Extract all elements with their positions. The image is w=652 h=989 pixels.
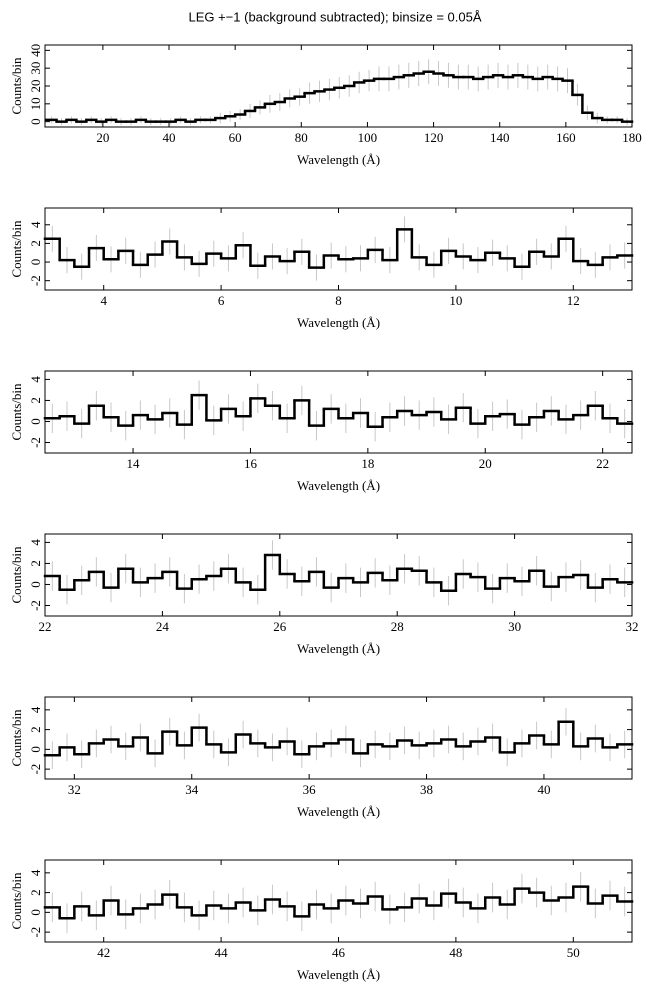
y-tick-label: -2 (28, 275, 43, 286)
y-tick-label: -2 (28, 437, 43, 448)
x-tick-label: 6 (218, 293, 225, 308)
y-axis-label: Counts/bin (9, 57, 24, 115)
x-tick-label: 4 (100, 293, 107, 308)
x-axis-label: Wavelength (Å) (297, 804, 380, 819)
x-tick-label: 8 (335, 293, 342, 308)
x-tick-label: 10 (449, 293, 462, 308)
x-tick-label: 180 (622, 130, 642, 145)
y-tick-label: 40 (28, 44, 43, 57)
y-tick-label: 2 (28, 240, 43, 247)
y-tick-label: 4 (28, 539, 43, 546)
y-tick-label: 0 (28, 418, 43, 425)
plot-frame (44, 370, 633, 454)
chart-title: LEG +−1 (background subtracted); binsize… (188, 9, 481, 24)
y-tick-label: -2 (28, 600, 43, 611)
plot-frame (44, 207, 633, 291)
x-tick-label: 20 (96, 130, 109, 145)
y-tick-label: 2 (28, 726, 43, 733)
x-tick-label: 38 (420, 782, 433, 797)
x-tick-label: 18 (361, 456, 374, 471)
y-tick-label: -2 (28, 927, 43, 938)
x-tick-label: 160 (556, 130, 576, 145)
x-tick-label: 100 (358, 130, 378, 145)
x-tick-label: 16 (244, 456, 258, 471)
y-tick-label: 0 (28, 909, 43, 916)
x-tick-label: 28 (391, 619, 404, 634)
x-tick-label: 44 (215, 945, 229, 960)
x-tick-label: 32 (626, 619, 639, 634)
y-tick-label: 2 (28, 397, 43, 404)
y-axis-label: Counts/bin (9, 383, 24, 441)
x-axis-label: Wavelength (Å) (297, 967, 380, 982)
x-tick-label: 34 (185, 782, 199, 797)
plot-frame (44, 696, 633, 780)
x-tick-label: 42 (97, 945, 110, 960)
x-tick-label: 36 (303, 782, 317, 797)
x-tick-label: 40 (537, 782, 550, 797)
y-tick-label: 2 (28, 560, 43, 567)
y-tick-label: 0 (28, 581, 43, 588)
y-tick-label: 4 (28, 706, 43, 713)
x-tick-label: 60 (229, 130, 242, 145)
x-tick-label: 40 (163, 130, 176, 145)
y-tick-label: 4 (28, 869, 43, 876)
x-tick-label: 120 (424, 130, 444, 145)
y-axis-label: Counts/bin (9, 709, 24, 767)
y-tick-label: 0 (28, 118, 43, 125)
x-tick-label: 32 (68, 782, 81, 797)
plot-frame (44, 44, 633, 128)
plot-frame (44, 533, 633, 617)
x-tick-label: 80 (295, 130, 308, 145)
y-tick-label: 10 (28, 97, 43, 110)
x-axis-label: Wavelength (Å) (297, 641, 380, 656)
x-axis-label: Wavelength (Å) (297, 152, 380, 167)
y-tick-label: 4 (28, 221, 43, 228)
x-tick-label: 140 (490, 130, 510, 145)
x-axis-label: Wavelength (Å) (297, 315, 380, 330)
y-tick-label: 4 (28, 376, 43, 383)
x-tick-label: 48 (449, 945, 462, 960)
y-tick-label: 2 (28, 889, 43, 896)
x-tick-label: 12 (567, 293, 580, 308)
y-tick-label: 0 (28, 259, 43, 266)
x-tick-label: 22 (596, 456, 609, 471)
x-tick-label: 20 (479, 456, 492, 471)
y-tick-label: 20 (28, 80, 43, 93)
x-tick-label: 50 (567, 945, 580, 960)
y-axis-label: Counts/bin (9, 546, 24, 604)
x-tick-label: 14 (127, 456, 141, 471)
y-tick-label: -2 (28, 764, 43, 775)
y-axis-label: Counts/bin (9, 220, 24, 278)
x-tick-label: 30 (508, 619, 521, 634)
x-tick-label: 26 (273, 619, 287, 634)
x-axis-label: Wavelength (Å) (297, 478, 380, 493)
y-tick-label: 30 (28, 62, 43, 75)
x-tick-label: 22 (39, 619, 52, 634)
y-axis-label: Counts/bin (9, 872, 24, 930)
y-tick-label: 0 (28, 746, 43, 753)
x-tick-label: 24 (156, 619, 170, 634)
x-tick-label: 46 (332, 945, 346, 960)
